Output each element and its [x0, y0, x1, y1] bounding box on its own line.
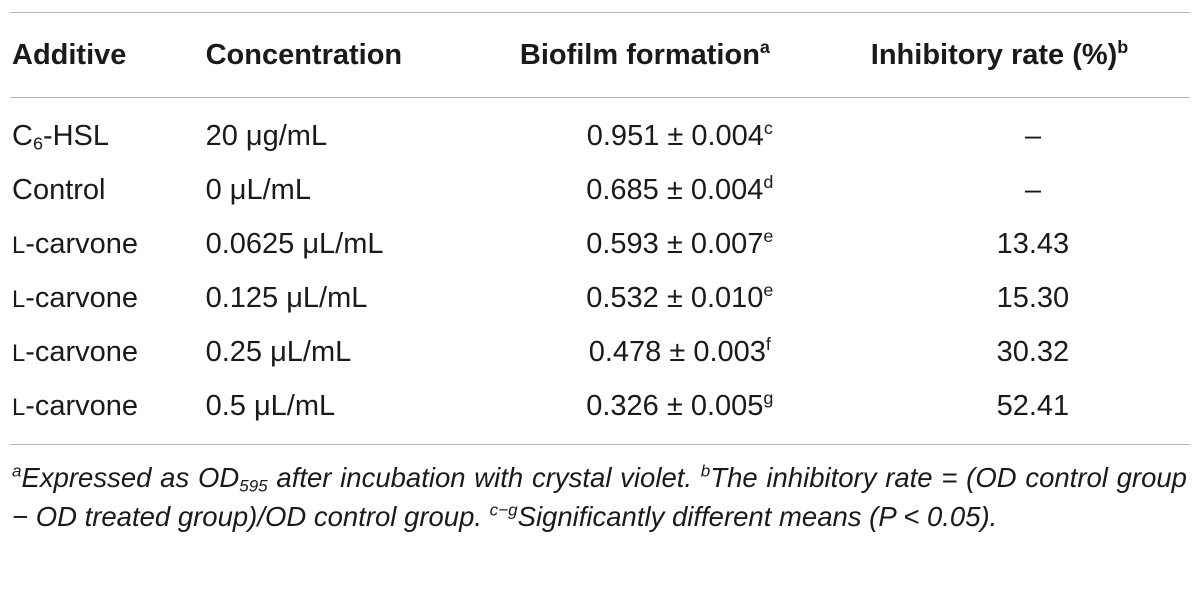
- cell-biofilm: 0.593 ± 0.007e: [494, 217, 866, 271]
- table-bottom-rule: [10, 444, 1190, 445]
- footnote-a-text-pre: Expressed as OD: [21, 462, 240, 493]
- cell-additive: L-carvone: [0, 325, 206, 379]
- cell-biofilm: 0.326 ± 0.005g: [494, 379, 866, 433]
- cell-inhibitory: –: [1024, 173, 1041, 206]
- header-biofilm-label: Biofilm formation: [519, 38, 760, 71]
- cell-biofilm: 0.532 ± 0.010e: [494, 271, 866, 325]
- table-row: Control 0 μL/mL 0.685 ± 0.004d –: [0, 163, 1200, 217]
- header-inhibitory-rate: Inhibitory rate (%)b: [866, 13, 1200, 97]
- footnote-a-text-post: after incubation with crystal violet.: [267, 462, 701, 493]
- table-top-rule: [10, 12, 1190, 13]
- cell-concentration: 20 μg/mL: [205, 119, 328, 152]
- biofilm-significance-mark: e: [763, 225, 774, 246]
- cell-concentration: 0.0625 μL/mL: [205, 227, 384, 260]
- header-inhibitory-footnote-mark: b: [1117, 36, 1129, 57]
- cell-additive: L-carvone: [0, 217, 206, 271]
- table-row: L-carvone 0.5 μL/mL 0.326 ± 0.005g 52.41: [0, 379, 1200, 433]
- additive-subscript: 6: [32, 132, 43, 153]
- biofilm-table: Additive Concentration Biofilm formation…: [0, 13, 1200, 433]
- cell-concentration: 0.5 μL/mL: [205, 389, 336, 422]
- table-row: C6-HSL 20 μg/mL 0.951 ± 0.004c –: [0, 97, 1200, 163]
- table-header-row: Additive Concentration Biofilm formation…: [0, 13, 1200, 97]
- cell-additive: Control: [12, 173, 106, 206]
- additive-name: -carvone: [25, 335, 139, 368]
- cell-concentration: 0.125 μL/mL: [205, 281, 368, 314]
- biofilm-value: 0.685 ± 0.004: [586, 173, 764, 206]
- additive-name: -carvone: [25, 227, 139, 260]
- footnote-b-text: The inhibitory rate = (OD control group …: [12, 462, 1187, 532]
- biofilm-significance-mark: c: [763, 117, 773, 138]
- table-row: L-carvone 0.25 μL/mL 0.478 ± 0.003f 30.3…: [0, 325, 1200, 379]
- biofilm-significance-mark: d: [763, 171, 774, 192]
- additive-stereo-prefix: L: [12, 339, 26, 367]
- additive-stereo-prefix: L: [12, 393, 26, 421]
- footnote-cg-mark: c−g: [489, 500, 518, 520]
- additive-prefix: C: [12, 119, 33, 152]
- additive-name: -carvone: [25, 389, 139, 422]
- header-additive: Additive: [12, 38, 127, 71]
- table-header-rule: [10, 97, 1190, 98]
- cell-inhibitory: 30.32: [996, 335, 1070, 368]
- table-row: L-carvone 0.125 μL/mL 0.532 ± 0.010e 15.…: [0, 271, 1200, 325]
- footnote-a-subscript: 595: [239, 476, 268, 496]
- footnote-a-mark: a: [12, 461, 22, 481]
- additive-stereo-prefix: L: [12, 285, 26, 313]
- cell-biofilm: 0.478 ± 0.003f: [494, 325, 866, 379]
- cell-biofilm: 0.951 ± 0.004c: [494, 97, 866, 163]
- table-row: L-carvone 0.0625 μL/mL 0.593 ± 0.007e 13…: [0, 217, 1200, 271]
- additive-suffix: -HSL: [42, 119, 110, 152]
- table-footnotes: aExpressed as OD595 after incubation wit…: [12, 458, 1187, 536]
- footnote-b-mark: b: [700, 461, 711, 481]
- cell-inhibitory: 52.41: [996, 389, 1070, 422]
- biofilm-significance-mark: g: [763, 387, 774, 408]
- footnote-cg-text: Significantly different means (P < 0.05)…: [517, 501, 998, 532]
- cell-additive: C6-HSL: [0, 97, 206, 163]
- biofilm-significance-mark: e: [763, 279, 774, 300]
- biofilm-significance-mark: f: [765, 333, 771, 354]
- cell-concentration: 0 μL/mL: [205, 173, 311, 206]
- biofilm-value: 0.532 ± 0.010: [586, 281, 764, 314]
- additive-stereo-prefix: L: [12, 231, 26, 259]
- additive-name: -carvone: [25, 281, 139, 314]
- cell-inhibitory: 15.30: [996, 281, 1070, 314]
- header-concentration: Concentration: [205, 38, 403, 71]
- cell-additive: L-carvone: [0, 379, 206, 433]
- cell-additive: L-carvone: [0, 271, 206, 325]
- biofilm-value: 0.593 ± 0.007: [586, 227, 764, 260]
- header-inhibitory-label: Inhibitory rate (%): [870, 38, 1118, 71]
- biofilm-value: 0.951 ± 0.004: [586, 119, 764, 152]
- cell-concentration: 0.25 μL/mL: [205, 335, 352, 368]
- header-biofilm-footnote-mark: a: [759, 36, 770, 57]
- biofilm-value: 0.478 ± 0.003: [588, 335, 766, 368]
- cell-biofilm: 0.685 ± 0.004d: [494, 163, 866, 217]
- header-biofilm-formation: Biofilm formationa: [494, 13, 866, 97]
- biofilm-value: 0.326 ± 0.005: [586, 389, 764, 422]
- cell-inhibitory: 13.43: [996, 227, 1070, 260]
- cell-inhibitory: –: [1024, 119, 1041, 152]
